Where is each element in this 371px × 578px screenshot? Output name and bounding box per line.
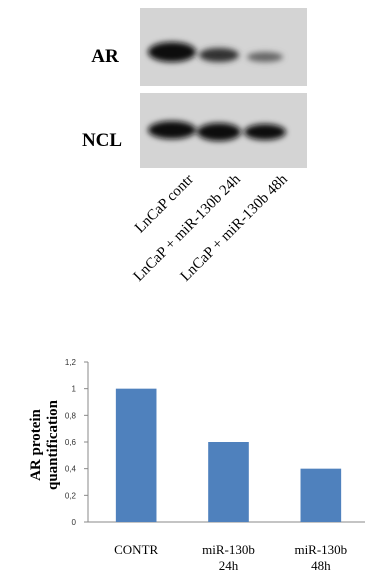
y-tick-label: 1 [72, 385, 77, 394]
bar [208, 442, 249, 522]
y-tick-label: 0,8 [65, 411, 77, 420]
band [247, 52, 283, 62]
y-tick-label: 1,2 [65, 358, 77, 367]
x-tick-label: miR-130b 24h [184, 542, 274, 574]
page: AR NCL LnCaP contr LnCaP + miR-130b 24h … [0, 0, 371, 578]
band [244, 124, 286, 140]
y-tick-label: 0,2 [65, 491, 77, 500]
y-tick-label: 0 [72, 518, 77, 527]
y-axis-label: AR protein quantification [28, 375, 62, 515]
band [148, 42, 196, 62]
bar [116, 389, 157, 522]
band [199, 48, 239, 62]
y-tick-label: 0,4 [65, 465, 77, 474]
row-label: AR [91, 46, 119, 67]
y-tick-label: 0,6 [65, 438, 77, 447]
x-tick-label: CONTR [91, 542, 181, 558]
band [197, 123, 241, 141]
row-label: NCL [82, 130, 122, 151]
band [148, 121, 196, 139]
bar [301, 469, 342, 522]
bands [148, 42, 286, 141]
x-tick-label: miR-130b 48h [276, 542, 366, 574]
